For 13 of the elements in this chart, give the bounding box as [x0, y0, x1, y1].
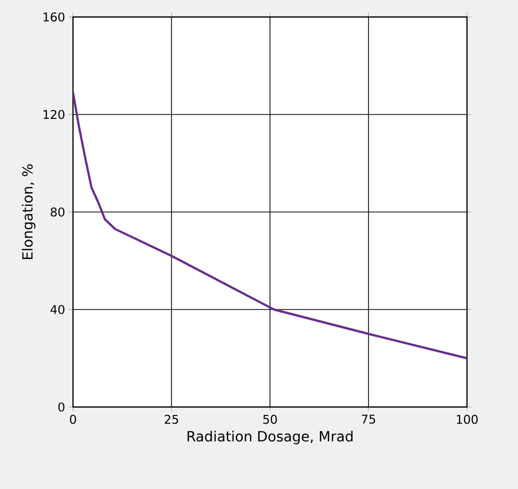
x-tick-label: 0 — [70, 414, 76, 424]
y-tick-label: 80 — [50, 207, 64, 217]
x-tick-label: 100 — [456, 414, 478, 424]
x-tick-label: 25 — [164, 414, 178, 424]
y-axis-title: Elongation, % — [22, 164, 36, 259]
y-tick-label: 0 — [58, 402, 64, 412]
x-axis-title: Radiation Dosage, Mrad — [188, 430, 353, 444]
y-tick-label: 120 — [44, 110, 64, 120]
y-tick-label: 40 — [50, 304, 64, 314]
y-tick-label: 160 — [44, 12, 64, 22]
line-series — [73, 91, 468, 360]
x-tick-label: 50 — [263, 414, 277, 424]
x-tick-label: 75 — [362, 414, 376, 424]
